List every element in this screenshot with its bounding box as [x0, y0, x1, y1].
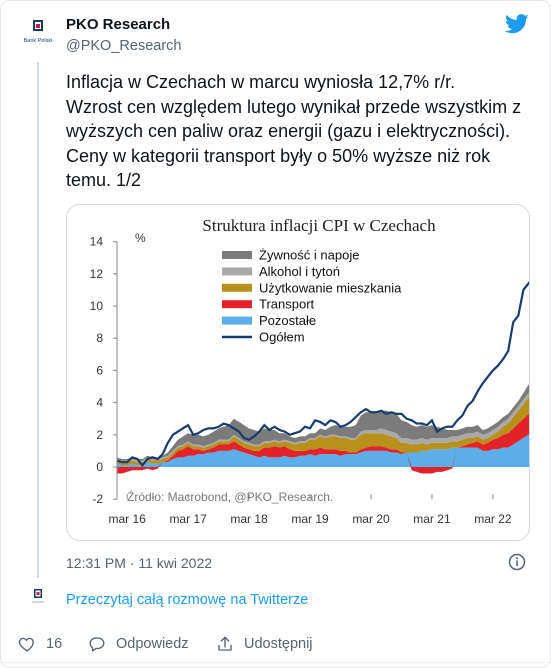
legend-label: Transport — [259, 297, 315, 312]
cpi-structure-chart: Struktura inflacji CPI w Czechach % 14 12… — [90, 216, 529, 526]
thread-line — [37, 62, 39, 578]
reply-label: Odpowiedz — [116, 636, 189, 652]
divider — [0, 662, 551, 663]
y-tick-label: -2 — [92, 492, 103, 506]
area-użytkowanie-mieszkania — [117, 396, 529, 466]
avatar[interactable]: Bank Polski — [20, 16, 56, 52]
legend-swatch — [222, 251, 252, 259]
avatar-small[interactable] — [28, 588, 48, 608]
legend-swatch — [222, 316, 252, 325]
legend-label: Ogółem — [259, 330, 305, 345]
x-tick-label: mar 21 — [413, 512, 451, 526]
x-tick-label: mar 18 — [230, 512, 268, 526]
author-handle[interactable]: @PKO_Research — [66, 38, 182, 54]
share-button[interactable]: Udostępnij — [216, 635, 313, 653]
legend-label: Pozostałe — [259, 313, 316, 328]
tweet-text: Inflacja w Czechach w marcu wyniosła 12,… — [66, 72, 522, 190]
pko-logo-small-icon — [32, 589, 44, 603]
chart-title: Struktura inflacji CPI w Czechach — [202, 216, 436, 235]
legend-label: Żywność i napoje — [259, 248, 359, 263]
chart-image[interactable]: Struktura inflacji CPI w Czechach % 14 12… — [66, 204, 530, 541]
legend-swatch — [222, 300, 252, 309]
line-ogolem — [116, 281, 529, 468]
legend-swatch — [222, 267, 252, 276]
y-axis-unit: % — [135, 231, 146, 245]
avatar-caption: Bank Polski — [24, 38, 53, 44]
x-tick-label: mar 22 — [474, 512, 512, 526]
x-tick-label: mar 19 — [291, 512, 329, 526]
chart-source: Źródło: Macrobond, @PKO_Research. — [127, 489, 333, 504]
y-tick-label: 8 — [96, 331, 103, 345]
twitter-bird-icon[interactable] — [504, 14, 529, 34]
legend-label: Użytkowanie mieszkania — [259, 280, 402, 295]
reply-button[interactable]: Odpowiedz — [88, 635, 189, 653]
like-button[interactable]: 16 — [18, 635, 62, 653]
y-tick-label: 4 — [96, 396, 103, 410]
x-tick-label: mar 16 — [108, 512, 146, 526]
y-tick-label: 14 — [90, 235, 104, 249]
x-tick-label: mar 20 — [352, 512, 390, 526]
tweet-actions: 16 Odpowiedz Udostępnij — [18, 635, 518, 655]
pko-logo-icon: Bank Polski — [24, 20, 53, 44]
x-tick-label: mar 17 — [169, 512, 207, 526]
tweet-timestamp[interactable]: 12:31 PM · 11 kwi 2022 — [66, 555, 213, 571]
y-tick-label: 10 — [90, 299, 104, 313]
legend-label: Alkohol i tytoń — [259, 264, 340, 279]
share-icon — [218, 636, 232, 651]
author-name[interactable]: PKO Research — [66, 16, 171, 33]
info-icon[interactable] — [508, 553, 526, 571]
like-count: 16 — [46, 636, 63, 652]
y-tick-label: 2 — [96, 428, 103, 442]
heart-icon — [18, 637, 34, 652]
y-tick-label: 0 — [96, 460, 103, 474]
legend-swatch — [222, 283, 252, 292]
area-transport — [117, 413, 529, 474]
share-label: Udostępnij — [244, 636, 313, 652]
read-conversation-link[interactable]: Przeczytaj całą rozmowę na Twitterze — [66, 592, 309, 608]
area-pozostałe — [117, 434, 529, 467]
y-tick-label: 6 — [96, 363, 103, 377]
y-tick-label: 12 — [90, 267, 104, 281]
reply-bubble-icon — [89, 637, 105, 652]
